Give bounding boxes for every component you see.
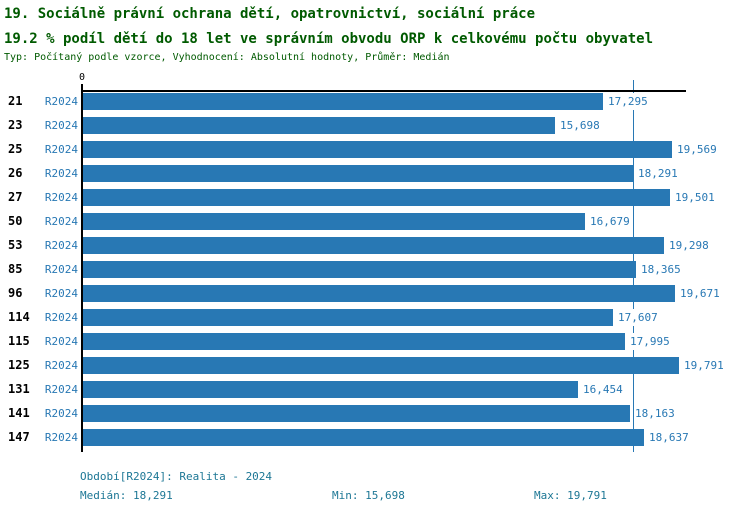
row-category-label: 53 (8, 238, 23, 252)
row-category-label: 125 (8, 358, 30, 372)
bar (82, 237, 664, 254)
bar-value-label: 18,365 (640, 261, 682, 278)
row-category-label: 131 (8, 382, 30, 396)
row-series-label: R2024 (44, 95, 78, 108)
footer-period: Období[R2024]: Realita - 2024 (80, 470, 273, 483)
row-category-label: 96 (8, 286, 23, 300)
row-series-label: R2024 (44, 311, 78, 324)
bar-value-label: 17,607 (617, 309, 659, 326)
row-category-label: 21 (8, 94, 23, 108)
row-series-label: R2024 (44, 383, 78, 396)
row-category-label: 25 (8, 142, 23, 156)
bar (82, 261, 636, 278)
bar (82, 141, 672, 158)
row-category-label: 114 (8, 310, 30, 324)
row-series-label: R2024 (44, 359, 78, 372)
bar (82, 381, 578, 398)
y-axis-line (81, 84, 83, 452)
bar (82, 93, 603, 110)
row-category-label: 115 (8, 334, 30, 348)
footer-max: Max: 19,791 (534, 489, 607, 502)
row-series-label: R2024 (44, 167, 78, 180)
row-series-label: R2024 (44, 191, 78, 204)
row-category-label: 50 (8, 214, 23, 228)
report-title: 19. Sociálně právní ochrana dětí, opatro… (4, 6, 536, 22)
report-subtitle: 19.2 % podíl dětí do 18 let ve správním … (4, 31, 654, 47)
row-category-label: 141 (8, 406, 30, 420)
bar (82, 189, 670, 206)
row-series-label: R2024 (44, 239, 78, 252)
bar (82, 213, 585, 230)
row-series-label: R2024 (44, 215, 78, 228)
bar (82, 117, 555, 134)
bar-value-label: 19,671 (679, 285, 721, 302)
row-category-label: 23 (8, 118, 23, 132)
bar (82, 285, 675, 302)
bar-value-label: 16,454 (582, 381, 624, 398)
row-series-label: R2024 (44, 263, 78, 276)
bar-value-label: 19,501 (674, 189, 716, 206)
x-axis-line (81, 90, 686, 92)
bar-value-label: 17,295 (607, 93, 649, 110)
row-series-label: R2024 (44, 407, 78, 420)
report-meta-line: Typ: Počítaný podle vzorce, Vyhodnocení:… (4, 52, 450, 63)
footer-median: Medián: 18,291 (80, 489, 173, 502)
bar-value-label: 19,791 (683, 357, 725, 374)
bar (82, 405, 630, 422)
row-series-label: R2024 (44, 431, 78, 444)
bar (82, 309, 613, 326)
row-series-label: R2024 (44, 143, 78, 156)
x-axis-zero-tick-label: 0 (78, 72, 86, 83)
bar (82, 429, 644, 446)
row-series-label: R2024 (44, 335, 78, 348)
row-series-label: R2024 (44, 119, 78, 132)
bar (82, 165, 633, 182)
bar-value-label: 18,163 (634, 405, 676, 422)
bar-value-label: 15,698 (559, 117, 601, 134)
row-category-label: 147 (8, 430, 30, 444)
bar-value-label: 17,995 (629, 333, 671, 350)
footer-min: Min: 15,698 (332, 489, 405, 502)
row-category-label: 85 (8, 262, 23, 276)
row-category-label: 26 (8, 166, 23, 180)
bar (82, 357, 679, 374)
bar-value-label: 16,679 (589, 213, 631, 230)
bar-value-label: 19,569 (676, 141, 718, 158)
bar-value-label: 19,298 (668, 237, 710, 254)
row-category-label: 27 (8, 190, 23, 204)
bar-value-label: 18,291 (637, 165, 679, 182)
row-series-label: R2024 (44, 287, 78, 300)
bar-value-label: 18,637 (648, 429, 690, 446)
bar (82, 333, 625, 350)
